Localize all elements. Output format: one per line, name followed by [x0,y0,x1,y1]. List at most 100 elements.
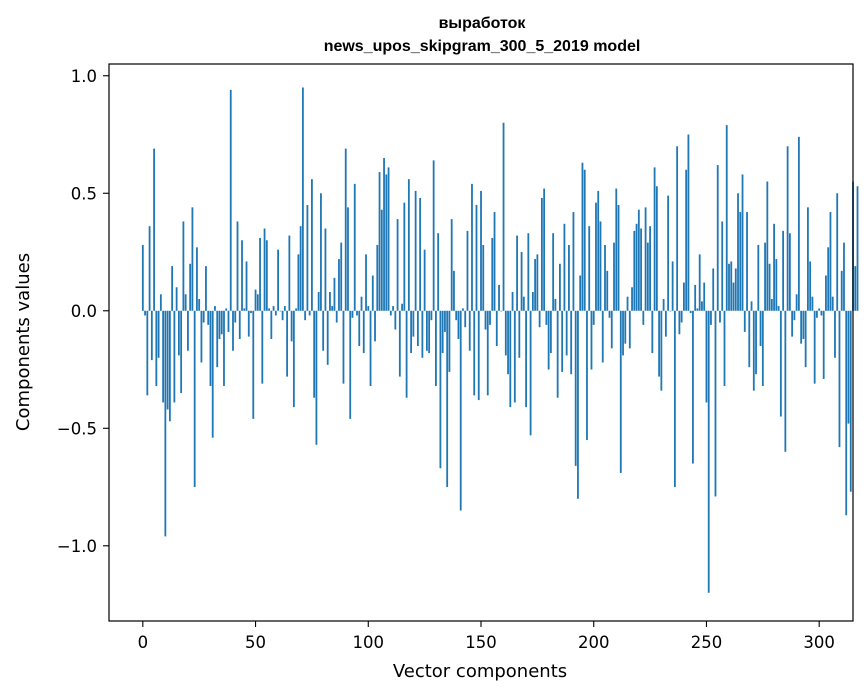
bar [175,287,178,311]
bar [286,310,289,377]
bar [360,296,363,311]
bar [507,310,509,375]
y-tick-label: −1.0 [57,537,97,556]
bar [554,299,557,311]
bar [407,179,410,311]
bar [214,306,216,311]
bar [818,308,821,311]
bar [432,160,435,311]
bar [394,310,397,330]
bar [549,310,552,354]
bar [568,244,570,311]
bar [522,296,525,311]
x-tick-label: 0 [138,633,149,652]
bar [739,212,742,311]
bar [534,259,537,311]
bar [856,186,859,311]
bar [574,310,577,466]
bar [678,310,681,335]
bar [301,87,304,311]
bar [633,230,636,311]
bar [676,146,679,311]
bar [263,228,266,311]
bar [223,310,225,386]
bar [849,310,852,492]
bar [376,244,379,311]
y-tick-label: −0.5 [57,419,97,438]
bar [193,310,196,488]
bar [410,310,413,354]
bar [764,242,766,311]
bar [374,310,376,342]
bar [529,310,532,436]
bar [385,174,388,311]
bar [552,233,555,311]
bar [256,294,259,311]
bar [344,148,347,311]
bar [272,306,275,311]
bar [369,310,372,386]
bar [234,310,237,323]
bar [572,212,575,311]
bar [637,209,640,311]
bar [757,244,760,311]
bar [653,167,656,311]
bar [150,310,153,361]
bar [155,310,158,386]
bar [468,310,471,351]
bar [536,254,539,311]
bar [419,197,422,311]
bar [662,299,665,311]
bar [734,268,737,311]
bar [220,310,223,335]
bar [495,310,498,347]
bar [748,310,751,368]
bar [752,310,755,391]
bar [229,89,232,311]
bar [590,310,593,370]
bar [396,219,399,311]
bar [245,261,248,311]
bar [462,308,464,311]
bar [779,310,782,417]
bar [450,219,453,311]
bar [782,230,785,311]
bar [299,226,302,311]
bar [651,310,654,354]
bar [480,190,482,311]
bar [664,310,667,337]
bar [793,310,796,321]
bar [732,282,735,311]
bar [531,291,534,311]
bar [209,310,212,386]
bar [164,310,167,537]
bar [455,310,458,321]
bar [816,310,818,318]
bar [556,310,559,398]
bar [326,310,329,365]
bar [714,310,717,497]
bar [768,263,771,311]
x-tick-label: 250 [691,633,723,652]
bar [274,310,277,316]
bar [202,310,205,323]
bar [159,294,162,311]
bar [545,310,548,325]
bar [331,306,334,311]
bar [646,242,649,311]
bar [705,310,708,403]
bar [687,134,690,311]
bar [698,254,701,311]
bar [820,310,823,316]
bar [398,310,401,377]
bar [146,310,149,396]
bar [613,242,615,311]
bar [631,287,633,311]
bar [608,310,611,318]
plot-frame [108,63,854,622]
bar [728,263,730,311]
bar [540,197,543,311]
bar [498,284,500,311]
bar [601,310,604,363]
bar [311,179,313,311]
